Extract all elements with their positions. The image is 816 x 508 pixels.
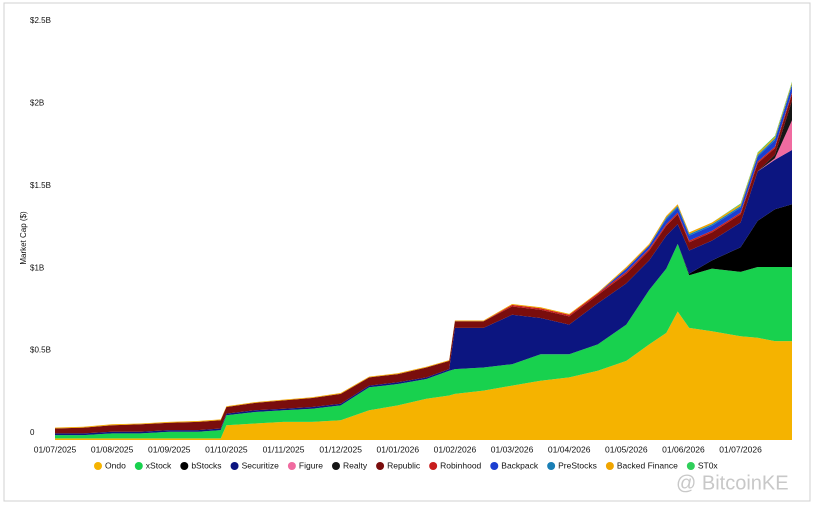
x-tick-label: 01/03/2026 [491, 444, 534, 454]
x-tick-label: 01/07/2026 [719, 444, 762, 454]
legend-label: Backpack [501, 460, 539, 470]
chart-frame [3, 2, 811, 502]
watermark: @ BitcoinKE [676, 472, 789, 494]
legend-marker [230, 462, 239, 470]
x-tick-label: 01/07/2025 [34, 444, 77, 454]
legend-label: Republic [387, 460, 421, 470]
legend-marker [376, 462, 385, 470]
y-tick-label: $1B [30, 263, 44, 272]
legend-marker [686, 462, 695, 470]
x-tick-label: 01/08/2025 [91, 444, 134, 454]
x-tick-label: 01/04/2026 [548, 444, 591, 454]
area [55, 243, 792, 439]
legend-marker [429, 462, 438, 470]
legend-marker [94, 462, 102, 470]
area [55, 311, 792, 440]
legend-label: Realty [343, 460, 368, 470]
x-tick-label: 01/06/2026 [662, 444, 705, 454]
legend-marker [547, 462, 556, 470]
area [55, 93, 792, 434]
legend-marker [180, 462, 189, 470]
x-tick-label: 01/10/2025 [205, 444, 248, 454]
y-tick-label: 0 [30, 428, 35, 437]
legend-label: bStocks [191, 460, 221, 470]
x-tick-label: 01/11/2025 [263, 444, 305, 454]
legend-marker [331, 462, 340, 470]
x-tick-label: 01/12/2025 [319, 444, 362, 454]
legend-label: Figure [299, 460, 323, 470]
x-tick-label: 01/09/2025 [148, 444, 191, 454]
legend-marker [134, 462, 143, 470]
x-tick-label: 01/01/2026 [377, 444, 420, 454]
legend-label: Robinhood [440, 460, 481, 470]
legend-label: Ondo [105, 460, 126, 470]
legend-marker [605, 462, 614, 470]
legend-label: Securitize [242, 460, 280, 470]
area [55, 150, 792, 436]
legend-label: PreStocks [558, 460, 597, 470]
legend-label: ST0x [698, 460, 719, 470]
legend-marker [287, 462, 296, 470]
x-tick-label: 01/02/2026 [434, 444, 477, 454]
y-axis-label: Market Cap ($) [19, 211, 28, 265]
y-tick-label: $1.5B [30, 181, 51, 190]
y-tick-label: $0.5B [30, 346, 51, 355]
legend-label: Backed Finance [617, 460, 678, 470]
x-tick-label: 01/05/2026 [605, 444, 648, 454]
legend-label: xStock [146, 460, 172, 470]
y-tick-label: $2B [30, 99, 44, 108]
legend-marker [490, 462, 499, 470]
y-tick-label: $2.5B [30, 16, 51, 25]
